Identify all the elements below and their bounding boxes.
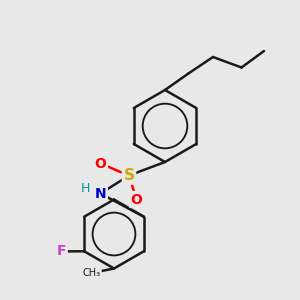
Text: F: F [57, 244, 66, 258]
Text: O: O [94, 157, 106, 170]
Text: H: H [81, 182, 90, 195]
Text: CH₃: CH₃ [82, 268, 100, 278]
Text: O: O [130, 193, 142, 206]
Text: N: N [95, 187, 106, 200]
Text: S: S [124, 168, 134, 183]
